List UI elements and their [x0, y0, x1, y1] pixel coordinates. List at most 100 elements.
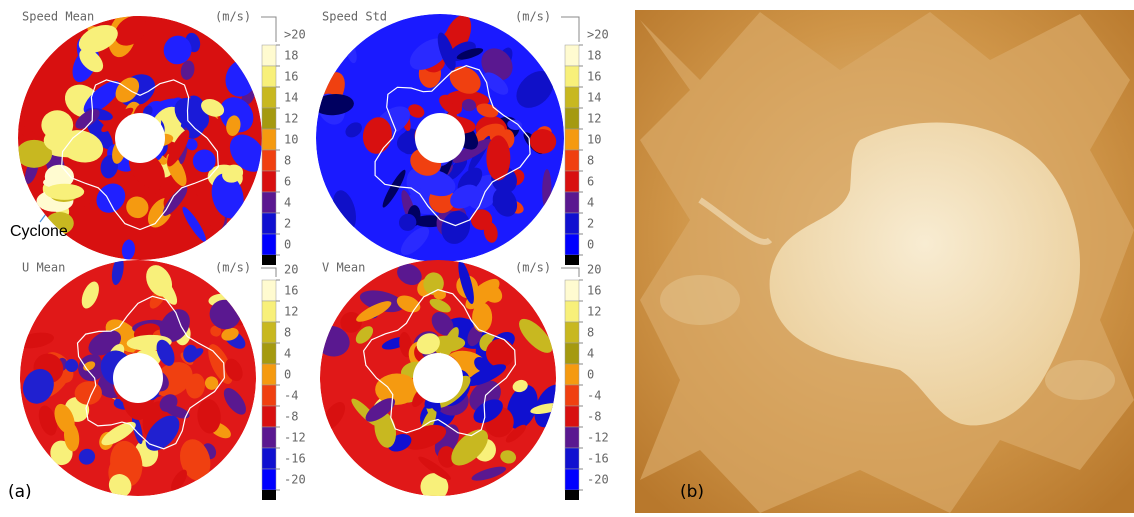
- colorbar-cell: [262, 150, 276, 171]
- colorbar-label: -8: [284, 410, 298, 424]
- colorbar-cell: [565, 234, 579, 255]
- colorbar-label: 0: [284, 238, 291, 252]
- colorbar-label: 18: [587, 49, 601, 63]
- map-title: U Mean: [22, 261, 65, 275]
- colorbar-cell: [262, 213, 276, 234]
- colorbar-label: -4: [587, 389, 601, 403]
- colorbar-label: 16: [587, 70, 601, 84]
- colorbar-cell: [565, 364, 579, 385]
- colorbar-cell: [565, 213, 579, 234]
- colorbar-label: 12: [284, 112, 298, 126]
- colorbar-label: 4: [284, 347, 291, 361]
- colorbar-label: 4: [587, 196, 594, 210]
- colorbar-label: 16: [284, 284, 298, 298]
- map-blob: [45, 184, 84, 200]
- colorbar-cell: [262, 301, 276, 322]
- map-title: Speed Mean: [22, 10, 94, 24]
- colorbar-label: 2: [587, 217, 594, 231]
- figure: (b) (a) Speed Mean (m/s) >20 18 16 14 12 10 8 6 4 2…: [0, 0, 1134, 513]
- bracket: [261, 268, 276, 277]
- map-unit: (m/s): [515, 10, 551, 24]
- colorbar-cell: [565, 427, 579, 448]
- pole-hole: [413, 353, 463, 403]
- colorbar-label: 14: [587, 91, 601, 105]
- maps: Speed Mean(m/s)>20181614121086420Speed S…: [11, 10, 608, 502]
- colorbar-label: 10: [284, 133, 298, 147]
- colorbar-label: -20: [284, 473, 306, 487]
- colorbar-label: -12: [587, 431, 609, 445]
- colorbar-label: 16: [284, 70, 298, 84]
- colorbar-label: 8: [587, 154, 594, 168]
- map-unit: (m/s): [215, 261, 251, 275]
- colorbar-label: 12: [587, 112, 601, 126]
- bracket: [561, 268, 579, 277]
- colorbar-cell: [565, 301, 579, 322]
- colorbar-cell: [262, 427, 276, 448]
- colorbar-cell: [565, 150, 579, 171]
- map-unit: (m/s): [215, 10, 251, 24]
- colorbar-cell: [565, 322, 579, 343]
- panel-b-image: [635, 10, 1134, 513]
- map-unit: (m/s): [515, 261, 551, 275]
- colorbar-cell: [262, 192, 276, 213]
- colorbar-label: -12: [284, 431, 306, 445]
- colorbar-label: 0: [284, 368, 291, 382]
- colorbar-cell: [262, 45, 276, 66]
- colorbar-label: 12: [284, 305, 298, 319]
- colorbar-cell: [565, 490, 579, 500]
- colorbar-cell: [565, 255, 579, 265]
- colorbar-label: 20: [587, 263, 601, 277]
- colorbar-label: 0: [587, 368, 594, 382]
- colorbar-cell: [262, 280, 276, 301]
- pole-hole: [113, 353, 163, 403]
- colorbar-label: 4: [587, 347, 594, 361]
- colorbar-cell: [262, 406, 276, 427]
- colorbar-cell: [565, 87, 579, 108]
- map-title: Speed Std: [322, 10, 387, 24]
- panel-label: (a): [8, 482, 32, 502]
- bracket: [261, 17, 276, 42]
- colorbar-cell: [565, 129, 579, 150]
- colorbar-label: 8: [284, 326, 291, 340]
- colorbar-cell: [262, 343, 276, 364]
- colorbar-cell: [262, 66, 276, 87]
- colorbar-label: >20: [587, 28, 609, 42]
- colorbar-cell: [262, 385, 276, 406]
- colorbar-cell: [262, 87, 276, 108]
- colorbar-cell: [262, 469, 276, 490]
- colorbar-label: -20: [587, 473, 609, 487]
- colorbar-label: 20: [284, 263, 298, 277]
- colorbar-label: 12: [587, 305, 601, 319]
- colorbar-label: 6: [587, 175, 594, 189]
- colorbar-cell: [565, 343, 579, 364]
- panel-label: (b): [680, 482, 704, 502]
- colorbar-cell: [565, 406, 579, 427]
- pole-hole: [115, 113, 165, 163]
- colorbar-cell: [262, 448, 276, 469]
- colorbar-label: 14: [284, 91, 298, 105]
- colorbar-cell: [565, 192, 579, 213]
- colorbar-label: 18: [284, 49, 298, 63]
- colorbar-cell: [565, 385, 579, 406]
- colorbar-cell: [262, 490, 276, 500]
- colorbar-label: -16: [587, 452, 609, 466]
- colorbar-cell: [262, 108, 276, 129]
- colorbar-cell: [262, 322, 276, 343]
- colorbar-cell: [262, 364, 276, 385]
- colorbar-cell: [565, 108, 579, 129]
- map-blob: [41, 110, 73, 140]
- colorbar-cell: [262, 171, 276, 192]
- colorbar-cell: [262, 255, 276, 265]
- colorbar-cell: [565, 66, 579, 87]
- pole-hole: [415, 113, 465, 163]
- map-title: V Mean: [322, 261, 365, 275]
- colorbar-cell: [565, 469, 579, 490]
- colorbar-label: 16: [587, 284, 601, 298]
- colorbar-label: 10: [587, 133, 601, 147]
- colorbar-label: 8: [587, 326, 594, 340]
- colorbar-cell: [262, 234, 276, 255]
- bracket: [561, 17, 579, 42]
- colorbar-label: 0: [587, 238, 594, 252]
- colorbar-label: 8: [284, 154, 291, 168]
- colorbar-label: >20: [284, 28, 306, 42]
